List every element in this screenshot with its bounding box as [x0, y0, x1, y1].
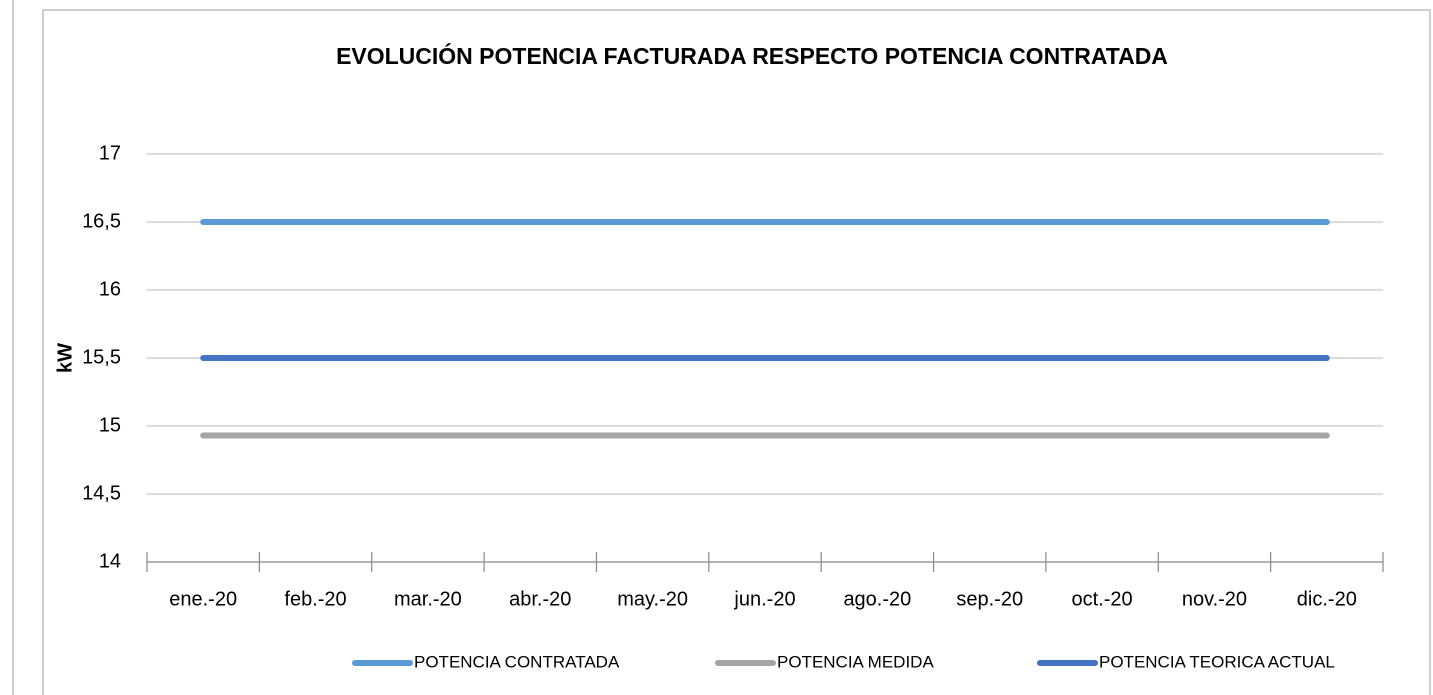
legend-label: POTENCIA MEDIDA: [777, 652, 934, 671]
x-tick-label: mar.-20: [394, 588, 462, 610]
x-tick-label: ago.-20: [843, 588, 911, 610]
legend-label: POTENCIA CONTRATADA: [414, 652, 620, 671]
y-tick-label: 15: [99, 414, 121, 436]
y-axis-label: kW: [54, 343, 76, 373]
y-tick-label: 15,5: [82, 346, 121, 368]
x-tick-label: may.-20: [617, 588, 688, 610]
x-tick-label: feb.-20: [284, 588, 346, 610]
x-tick-label: sep.-20: [956, 588, 1023, 610]
y-tick-label: 17: [99, 142, 121, 164]
x-tick-label: jun.-20: [733, 588, 795, 610]
y-tick-label: 14,5: [82, 482, 121, 504]
x-tick-label: nov.-20: [1182, 588, 1247, 610]
x-tick-label: ene.-20: [169, 588, 237, 610]
x-tick-label: oct.-20: [1072, 588, 1133, 610]
x-tick-label: abr.-20: [509, 588, 571, 610]
chart-frame: [42, 9, 1431, 695]
y-tick-label: 16,5: [82, 210, 121, 232]
chart-title: EVOLUCIÓN POTENCIA FACTURADA RESPECTO PO…: [336, 42, 1168, 69]
legend-label: POTENCIA TEORICA ACTUAL: [1099, 652, 1335, 671]
x-tick-label: dic.-20: [1297, 588, 1357, 610]
y-tick-label: 14: [99, 550, 121, 572]
y-tick-label: 16: [99, 278, 121, 300]
